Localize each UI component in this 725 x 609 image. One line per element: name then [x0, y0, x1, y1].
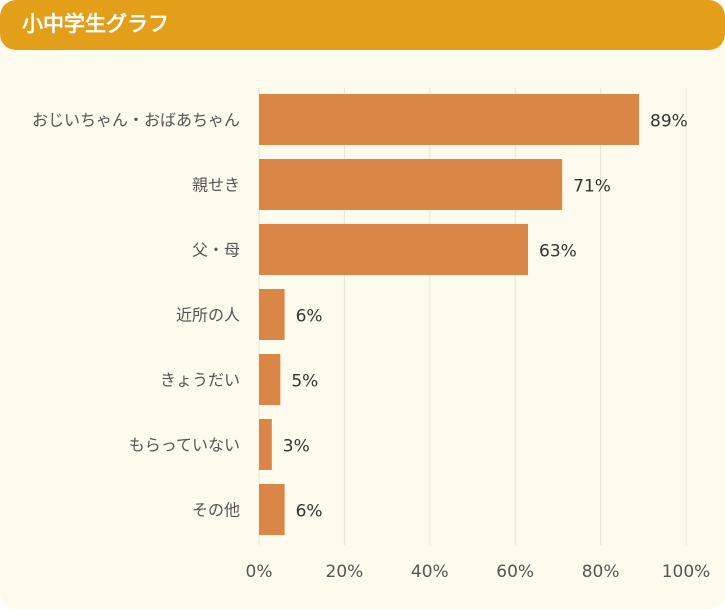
- category-label: 親せき: [192, 176, 240, 195]
- value-label: 5%: [291, 372, 318, 392]
- value-label: 6%: [296, 502, 323, 522]
- x-tick-label: 20%: [326, 562, 364, 582]
- bar: [259, 94, 640, 145]
- bar: [259, 289, 285, 340]
- category-label: もらっていない: [129, 436, 240, 455]
- category-label: きょうだい: [160, 371, 240, 390]
- x-tick-label: 60%: [496, 562, 534, 582]
- bar: [259, 224, 529, 275]
- bar: [259, 159, 563, 210]
- x-tick-label: 100%: [662, 562, 711, 582]
- category-label: おじいちゃん・おばあちゃん: [32, 111, 240, 130]
- chart-title: 小中学生グラフ: [22, 12, 169, 36]
- x-tick-label: 0%: [246, 562, 273, 582]
- bar: [259, 484, 285, 535]
- value-label: 6%: [296, 307, 323, 327]
- value-label: 89%: [650, 112, 688, 132]
- value-label: 71%: [573, 177, 611, 197]
- category-label: その他: [192, 501, 240, 520]
- category-label: 近所の人: [176, 306, 240, 325]
- bar: [259, 419, 272, 470]
- bar: [259, 354, 281, 405]
- value-label: 3%: [283, 437, 310, 457]
- value-label: 63%: [539, 242, 577, 262]
- x-tick-label: 40%: [411, 562, 449, 582]
- category-label: 父・母: [192, 241, 240, 260]
- x-tick-label: 80%: [582, 562, 620, 582]
- chart-header: 小中学生グラフ: [0, 0, 725, 50]
